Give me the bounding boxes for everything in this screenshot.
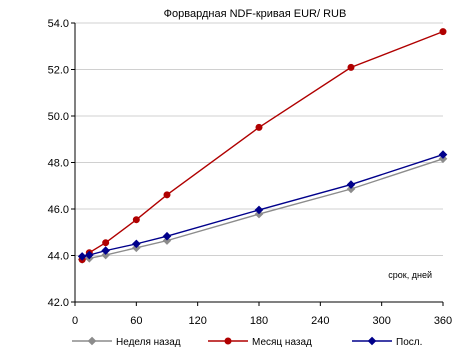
data-point — [132, 216, 140, 224]
y-tick-label: 48.0 — [48, 158, 69, 170]
legend-marker — [224, 337, 232, 345]
chart-title: Форвардная NDF-кривая EUR/ RUB — [164, 8, 347, 20]
data-point — [162, 231, 172, 241]
x-tick-label: 240 — [311, 315, 329, 327]
data-point — [254, 205, 264, 215]
data-point — [101, 246, 110, 255]
legend-label: Месяц назад — [252, 337, 312, 348]
data-point — [102, 239, 110, 247]
y-tick-label: 54.0 — [48, 18, 69, 30]
legend-item: Месяц назад — [208, 337, 312, 348]
data-point — [85, 250, 94, 260]
data-point — [255, 123, 263, 131]
y-tick-label: 46.0 — [48, 204, 69, 216]
legend-label: Неделя назад — [116, 337, 181, 348]
legend-item: Неделя назад — [72, 336, 181, 348]
data-point — [438, 150, 448, 159]
legend-item: Посл. — [352, 336, 422, 348]
x-tick-label: 360 — [434, 315, 452, 327]
data-point — [77, 252, 87, 261]
x-tick-label: 60 — [130, 315, 142, 327]
axis-annotation: срок, дней — [388, 270, 432, 280]
legend-marker — [87, 336, 97, 346]
legend-marker — [367, 336, 377, 346]
data-point — [163, 191, 171, 199]
x-tick-label: 180 — [250, 315, 268, 327]
y-tick-label: 50.0 — [48, 111, 69, 123]
x-tick-label: 120 — [188, 315, 206, 327]
series-line-2 — [81, 30, 444, 261]
y-tick-label: 42.0 — [48, 297, 69, 309]
data-point — [346, 180, 356, 189]
data-point — [347, 63, 355, 71]
data-point — [132, 239, 141, 249]
data-point — [101, 250, 110, 260]
x-tick-label: 0 — [72, 315, 78, 327]
legend-label: Посл. — [396, 337, 422, 348]
data-point — [439, 28, 447, 36]
y-tick-label: 44.0 — [48, 251, 69, 263]
y-tick-label: 52.0 — [48, 65, 69, 77]
data-point — [346, 184, 356, 194]
x-tick-label: 300 — [372, 315, 390, 327]
data-point — [162, 236, 172, 245]
